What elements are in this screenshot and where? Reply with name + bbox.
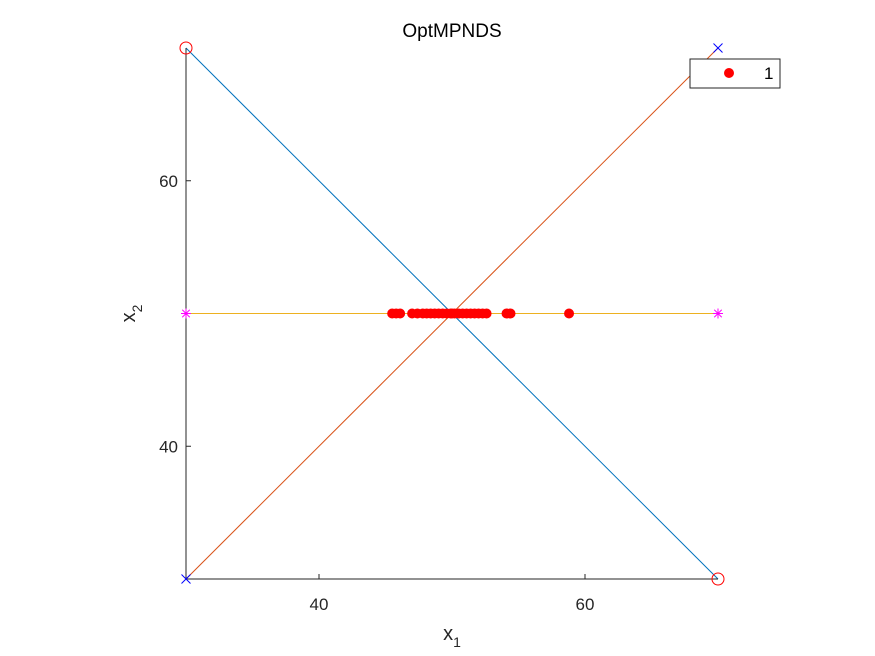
legend-marker [724,68,734,78]
x-marker [181,574,191,584]
legend-box [689,58,781,89]
x-axis-label-main: x [443,623,453,645]
x-axis-label: x1 [443,623,461,650]
legend-entry-label: 1 [764,64,773,83]
circle-marker [179,41,193,55]
x-axis-label-sub: 1 [453,634,461,650]
endpoint-markers [179,41,725,586]
data-point [481,308,492,319]
data-point [505,308,516,319]
y-tick-label: 60 [159,172,178,191]
axis-ticks: 40 60 40 60 [159,172,594,614]
legend: 1 [689,58,781,89]
star-marker-stroke [181,309,191,318]
y-tick-label: 40 [159,437,178,456]
data-points [387,308,575,319]
y-axis-label: x2 [118,304,145,322]
x-tick-label: 40 [310,595,329,614]
y-axis-label-main: x [118,312,140,322]
circle-marker [711,572,725,586]
star-marker [181,308,191,319]
star-marker-stroke [713,309,723,318]
star-marker [713,308,723,319]
x-marker-stroke [713,43,723,53]
x-tick-label: 60 [576,595,595,614]
data-point [564,308,575,319]
x-marker [713,43,723,53]
y-axis-label-sub: 2 [129,304,145,312]
data-point [395,308,406,319]
chart-title: OptMPNDS [402,21,501,42]
x-marker-stroke [181,574,191,584]
